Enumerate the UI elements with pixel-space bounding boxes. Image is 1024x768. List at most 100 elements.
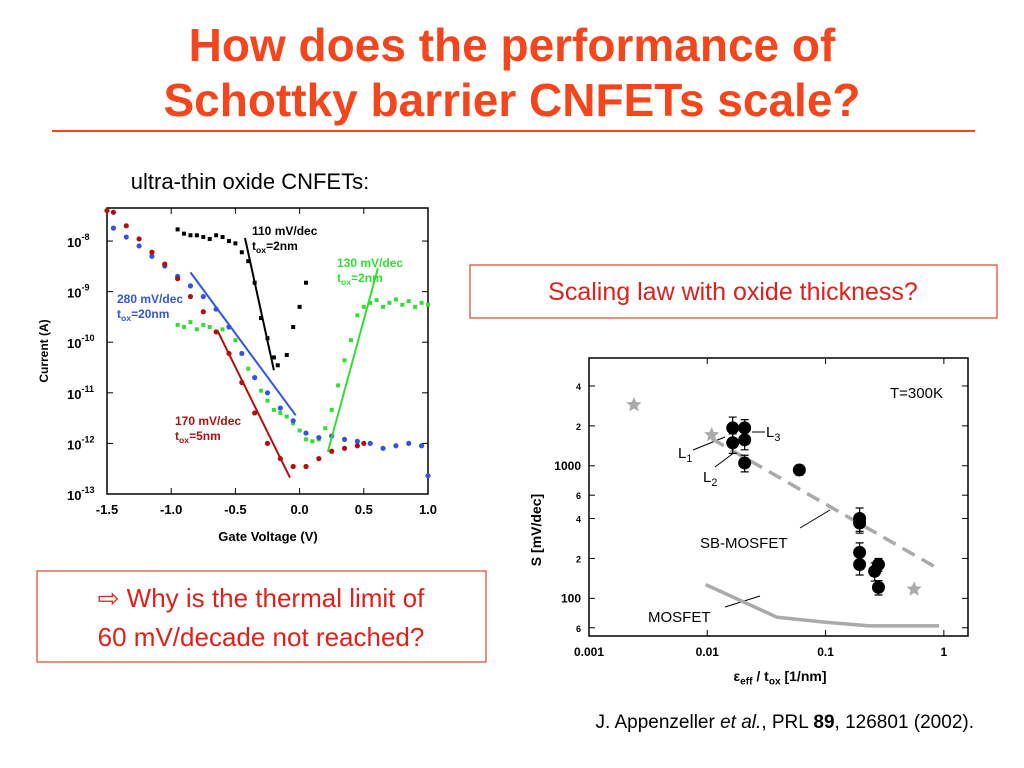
x-tick-label: -1.5 xyxy=(96,502,118,517)
data-point xyxy=(393,443,399,449)
data-point xyxy=(136,236,142,242)
data-point xyxy=(259,388,264,393)
text-part: / t xyxy=(752,668,769,684)
data-point xyxy=(355,313,360,318)
data-point xyxy=(303,430,309,436)
data-point xyxy=(220,235,225,240)
y-tick-label: 4 xyxy=(576,515,581,525)
pointers xyxy=(692,431,831,608)
tick-exponent: -12 xyxy=(81,434,94,444)
note-box xyxy=(36,570,487,663)
data-point xyxy=(329,407,334,412)
data-point xyxy=(738,456,752,470)
data-point xyxy=(110,225,117,231)
data-point xyxy=(361,304,366,309)
subscript: 2 xyxy=(711,477,717,489)
annotation: T=300K xyxy=(890,385,943,402)
data-point xyxy=(329,448,335,454)
data-point xyxy=(277,405,283,411)
text-part: =2nm xyxy=(266,239,298,253)
data-point xyxy=(419,300,424,305)
subscript: eff xyxy=(740,677,753,688)
data-point xyxy=(310,439,315,444)
data-point xyxy=(336,383,341,388)
subscript: 1 xyxy=(686,453,692,465)
data-point xyxy=(426,302,430,307)
x-tick-label: 0.5 xyxy=(355,502,373,517)
series-line xyxy=(189,271,297,416)
annotation: tox=2nm xyxy=(337,271,383,287)
data-point xyxy=(271,355,276,360)
data-point xyxy=(233,338,238,343)
data-point xyxy=(246,366,251,371)
annotation: 280 mV/dec xyxy=(117,292,183,306)
y-tick-label: 10-10 xyxy=(67,333,94,351)
data-point xyxy=(726,436,740,450)
data-point xyxy=(853,558,867,572)
y-tick-label: 10-13 xyxy=(67,485,94,503)
data-point xyxy=(136,243,142,249)
data-point xyxy=(175,322,180,327)
data-point xyxy=(265,398,270,403)
plot-frame xyxy=(588,357,969,637)
data-point xyxy=(406,299,411,304)
data-point xyxy=(278,410,283,415)
data-point xyxy=(214,233,219,238)
tick-base: 10 xyxy=(67,336,81,351)
x-tick-label: 0.01 xyxy=(696,645,720,659)
tick-base: 10 xyxy=(67,387,81,402)
text-part: 280 mV/dec xyxy=(117,292,183,306)
citation: J. Appenzeller et al., PRL 89, 126801 (2… xyxy=(595,712,974,733)
data-point xyxy=(316,435,322,441)
annotation: L3 xyxy=(766,424,780,444)
note-text: ⇨ Why is the thermal limit of xyxy=(98,583,425,613)
data-point xyxy=(406,440,412,447)
x-tick-label: 1.0 xyxy=(419,502,437,517)
citation-part: , PRL xyxy=(761,712,813,733)
y-tick-label: 2 xyxy=(576,422,581,432)
question-text: Scaling law with oxide thickness? xyxy=(548,278,918,306)
data-point xyxy=(252,410,258,416)
data-point xyxy=(354,443,360,449)
annotation: tox=2nm xyxy=(252,239,298,255)
text-part: =20nm xyxy=(131,307,169,321)
data-point xyxy=(413,304,418,309)
data-point xyxy=(323,426,328,431)
data-point xyxy=(187,293,194,300)
annotation: 110 mV/dec xyxy=(252,224,318,238)
annotation: 130 mV/dec xyxy=(337,256,403,270)
y-tick-label: 6 xyxy=(576,491,581,501)
data-point xyxy=(187,283,194,289)
text-part: L xyxy=(678,445,686,462)
y-tick-label: 4 xyxy=(576,382,581,392)
x-tick-label: 0.0 xyxy=(291,502,309,517)
data-point xyxy=(188,233,193,238)
data-point xyxy=(871,558,885,572)
y-axis-label: Current (A) xyxy=(37,319,51,382)
text-part: ε xyxy=(734,668,741,684)
question-box xyxy=(469,264,998,319)
text-part: =2nm xyxy=(351,271,383,285)
citation-part: et al. xyxy=(720,712,761,733)
y-tick-label: 10-8 xyxy=(67,232,89,250)
data-point xyxy=(906,581,922,596)
data-point xyxy=(354,438,360,444)
data-point xyxy=(207,324,212,329)
y-tick-label: 2 xyxy=(576,554,581,564)
data-point xyxy=(297,428,302,433)
tick-exponent: -13 xyxy=(81,485,94,495)
data-point xyxy=(207,236,212,241)
data-point xyxy=(304,437,309,442)
data-point xyxy=(853,516,867,530)
data-point xyxy=(348,338,353,343)
text-part: t xyxy=(337,271,341,285)
data-point xyxy=(182,324,187,329)
text-part: L xyxy=(766,424,774,441)
y-tick-label: 6 xyxy=(576,624,581,634)
data-point xyxy=(200,309,206,315)
data-point xyxy=(303,463,309,470)
data-point xyxy=(271,407,276,412)
data-point xyxy=(264,390,271,396)
